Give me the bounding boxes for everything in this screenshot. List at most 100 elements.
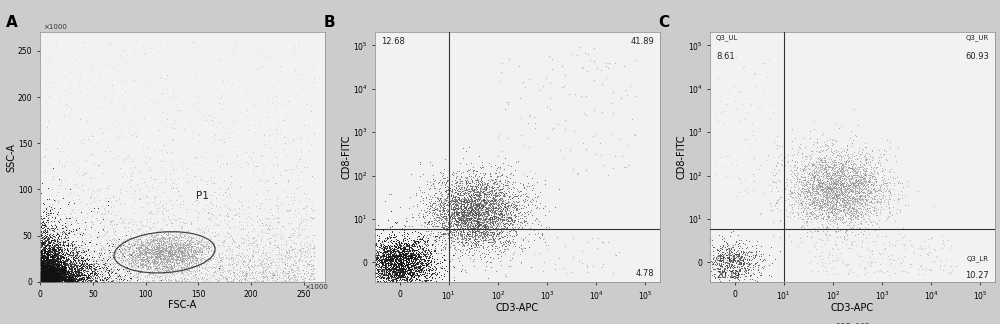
- Point: [355, 268, 371, 273]
- Point: [147, 203, 163, 208]
- Point: [447, 216, 463, 221]
- Point: [163, 251, 179, 256]
- Point: [180, 264, 196, 270]
- Point: [872, 187, 888, 192]
- Point: [863, 199, 879, 204]
- Point: [426, 208, 442, 213]
- Point: [475, 240, 491, 246]
- Point: [76, 171, 92, 176]
- Point: [175, 242, 191, 247]
- Point: [418, 242, 434, 248]
- Point: [182, 242, 198, 247]
- Point: [211, 272, 227, 278]
- Point: [423, 247, 439, 252]
- Point: [488, 204, 504, 210]
- Point: [166, 240, 182, 245]
- Point: [65, 278, 81, 283]
- Point: [392, 243, 408, 249]
- Point: [806, 198, 822, 203]
- Point: [423, 249, 439, 254]
- Point: [810, 179, 826, 184]
- Point: [34, 253, 50, 258]
- Point: [467, 191, 483, 196]
- Point: [128, 238, 144, 243]
- Point: [479, 197, 495, 202]
- Point: [217, 274, 233, 279]
- Point: [738, 136, 754, 142]
- Point: [140, 247, 156, 252]
- Point: [793, 159, 809, 164]
- Point: [463, 199, 479, 204]
- Point: [37, 278, 53, 284]
- Point: [497, 222, 513, 227]
- Point: [802, 136, 818, 141]
- Point: [411, 266, 427, 271]
- Point: [386, 248, 402, 253]
- Point: [844, 140, 860, 145]
- Point: [193, 65, 209, 70]
- Point: [844, 184, 860, 189]
- Point: [55, 263, 71, 269]
- Point: [863, 195, 879, 200]
- Point: [195, 205, 211, 211]
- Point: [173, 231, 189, 237]
- Point: [513, 189, 529, 194]
- Point: [89, 210, 105, 215]
- Point: [818, 191, 834, 196]
- Point: [404, 251, 420, 256]
- Point: [44, 278, 60, 283]
- Point: [389, 271, 405, 276]
- Point: [161, 260, 177, 265]
- Point: [838, 187, 854, 192]
- Point: [59, 248, 75, 253]
- Point: [383, 255, 399, 260]
- Point: [364, 264, 380, 270]
- Point: [835, 180, 851, 186]
- Point: [38, 257, 54, 262]
- Point: [64, 274, 80, 279]
- Point: [183, 263, 199, 269]
- Point: [272, 170, 288, 175]
- Point: [34, 277, 50, 283]
- Point: [34, 275, 50, 280]
- Point: [894, 269, 910, 274]
- Point: [815, 168, 831, 173]
- Point: [412, 236, 428, 241]
- Point: [40, 237, 56, 242]
- Point: [138, 233, 154, 238]
- Point: [741, 253, 757, 259]
- Point: [34, 275, 50, 280]
- Point: [188, 251, 204, 257]
- Point: [209, 222, 225, 227]
- Point: [278, 270, 294, 275]
- Point: [50, 255, 66, 260]
- Point: [484, 214, 500, 219]
- Point: [96, 264, 112, 270]
- Point: [50, 249, 66, 255]
- Point: [55, 252, 71, 257]
- Point: [449, 221, 465, 226]
- Point: [147, 266, 163, 272]
- Point: [35, 272, 51, 277]
- Point: [163, 247, 179, 252]
- Point: [137, 244, 153, 249]
- Point: [130, 241, 146, 247]
- Point: [470, 222, 486, 227]
- Point: [713, 285, 729, 290]
- Point: [732, 255, 748, 260]
- Point: [852, 175, 868, 180]
- Point: [82, 240, 98, 245]
- Point: [398, 268, 414, 273]
- Point: [238, 113, 254, 119]
- Point: [181, 269, 197, 274]
- Point: [149, 265, 165, 270]
- Point: [402, 284, 418, 289]
- Point: [45, 264, 61, 270]
- Point: [46, 264, 62, 270]
- Point: [876, 147, 892, 152]
- Point: [34, 274, 50, 279]
- Point: [807, 169, 823, 174]
- Point: [388, 272, 404, 278]
- Point: [33, 275, 49, 281]
- Point: [169, 267, 185, 272]
